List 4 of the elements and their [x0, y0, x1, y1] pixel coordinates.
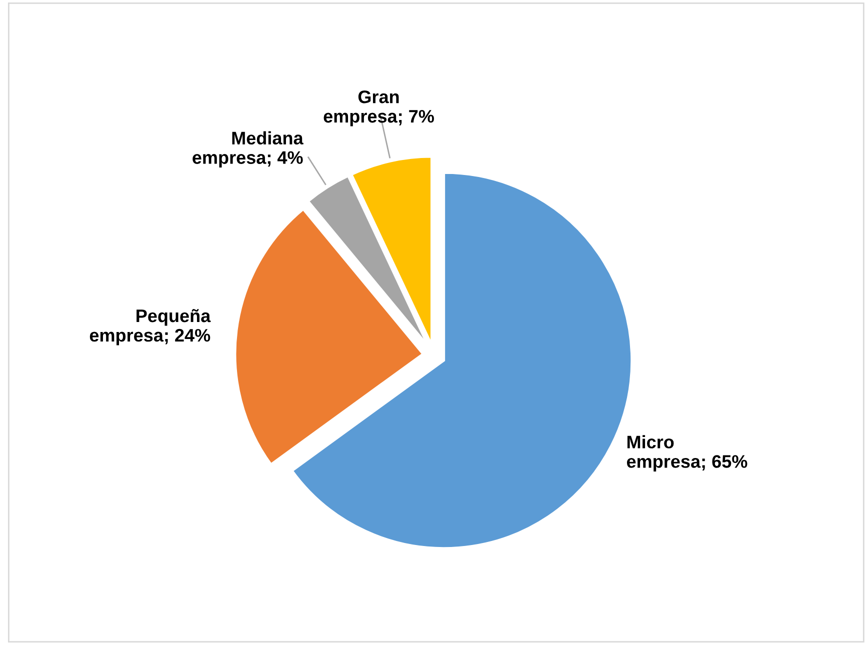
slice-label: Mediana empresa; 4%: [192, 131, 304, 168]
slice-label: Pequeña empresa; 24%: [90, 309, 211, 346]
slice-label: Gran empresa; 7%: [324, 90, 434, 126]
slice-label: Micro empresa; 65%: [626, 435, 748, 472]
